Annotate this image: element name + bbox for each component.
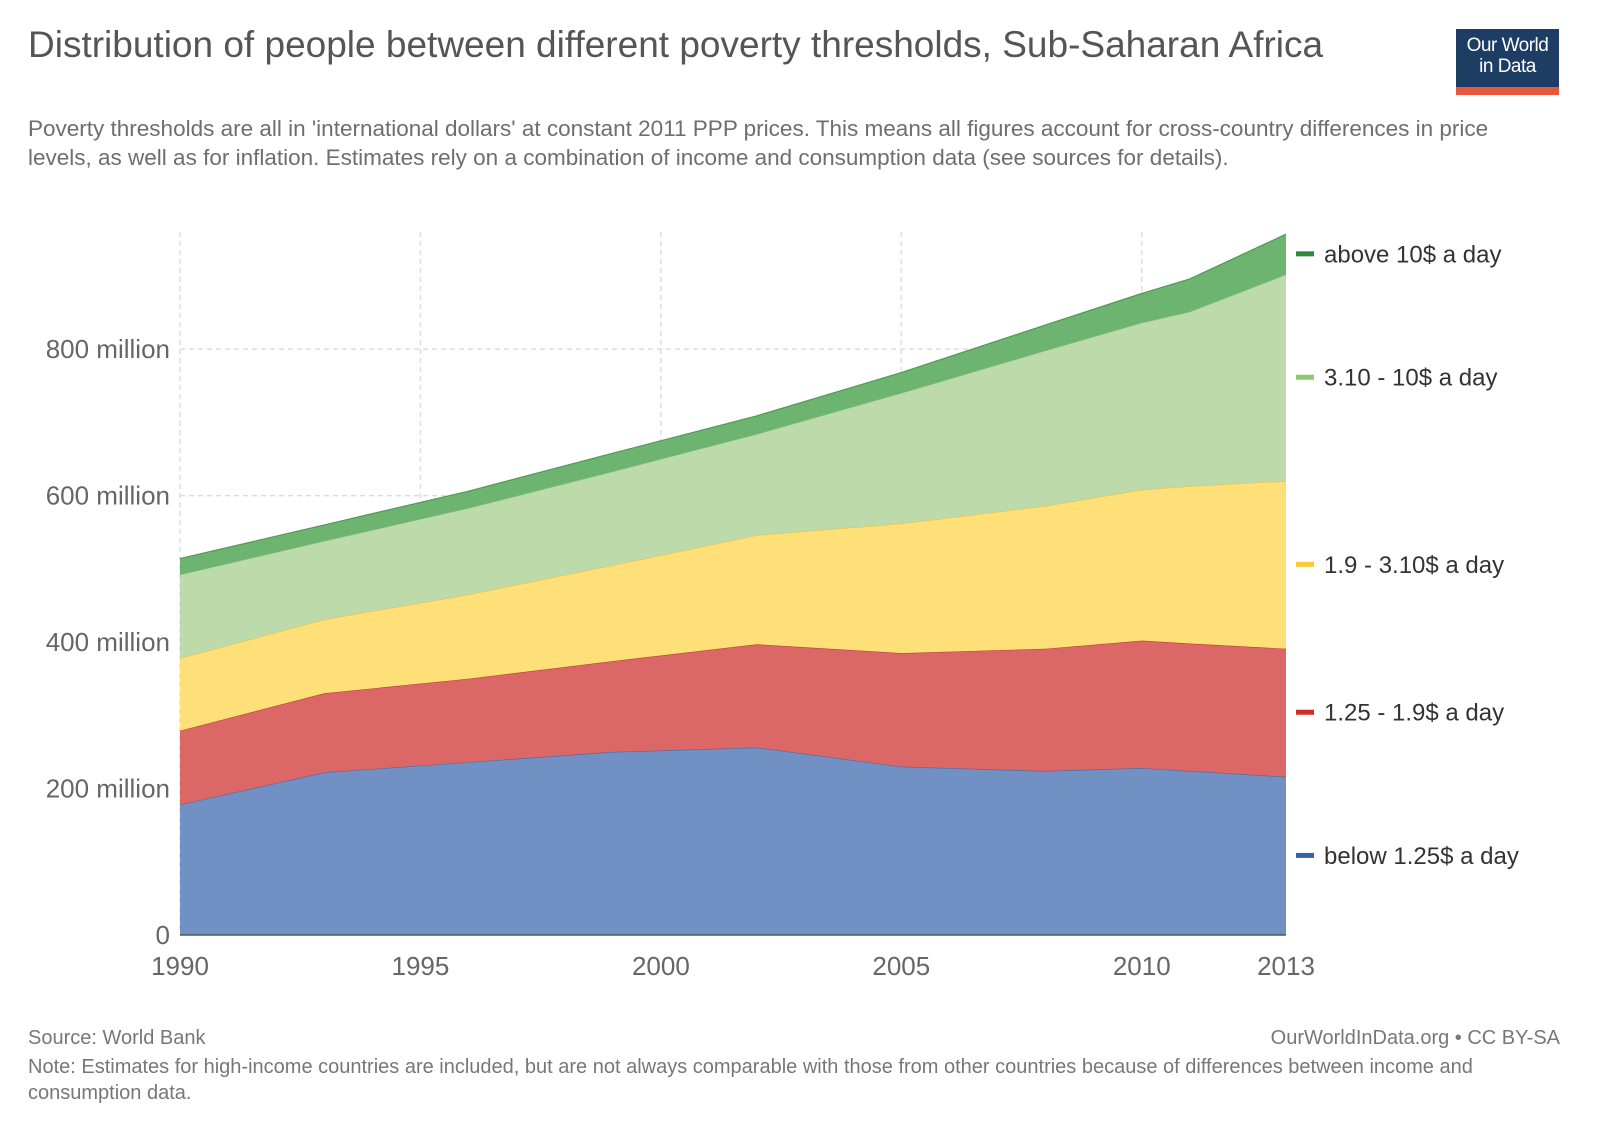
legend-label: 1.25 - 1.9$ a day (1324, 700, 1504, 727)
legend-label: 1.9 - 3.10$ a day (1324, 552, 1504, 579)
axis-layer: 0 200 million 400 million 600 million 800 mi… (46, 334, 1315, 981)
logo-line-2: in Data (1479, 56, 1536, 77)
area-series-0 (180, 747, 1286, 935)
area-edge-series-4 (179, 233, 1287, 560)
y-tick-label: 800 million (46, 334, 170, 364)
legend-swatch (1296, 709, 1314, 715)
legend-swatch (1296, 852, 1314, 858)
stacked-area-chart: 0 200 million 400 million 600 million 800 mi… (46, 232, 1519, 981)
source-text: Source: World Bank (28, 1027, 206, 1049)
chart-subtitle: Poverty thresholds are all in 'internati… (28, 116, 1489, 170)
x-tick-label: 1995 (392, 951, 450, 981)
legend-swatch (1296, 561, 1314, 567)
area-series-1 (180, 640, 1286, 805)
area-series-4 (180, 234, 1286, 575)
y-tick-label: 200 million (46, 774, 170, 804)
x-tick-label: 2010 (1113, 951, 1171, 981)
legend-swatch (1296, 374, 1314, 380)
legend-label: 3.10 - 10$ a day (1324, 365, 1497, 392)
owid-logo[interactable]: Our World in Data (1456, 29, 1559, 95)
area-layer (179, 233, 1287, 935)
y-tick-label: 600 million (46, 481, 170, 511)
logo-line-1: Our World (1466, 35, 1549, 56)
area-series-3 (180, 274, 1286, 659)
x-tick-label: 2013 (1257, 951, 1315, 981)
area-series-2 (180, 481, 1286, 731)
legend-layer: above 10$ a day 3.10 - 10$ a day 1.9 - 3.1… (1296, 241, 1519, 870)
x-tick-label: 2005 (872, 951, 930, 981)
y-tick-label: 400 million (46, 627, 170, 657)
y-tick-label: 0 (156, 920, 170, 950)
legend-swatch (1296, 251, 1314, 257)
x-tick-label: 1990 (151, 951, 209, 981)
x-tick-label: 2000 (632, 951, 690, 981)
legend-label: below 1.25$ a day (1324, 843, 1519, 870)
legend-label: above 10$ a day (1324, 241, 1501, 268)
credit-link[interactable]: OurWorldInData.org • CC BY-SA (1270, 1027, 1560, 1049)
logo-accent-bar (1456, 87, 1559, 95)
footnote: Note: Estimates for high-income countrie… (28, 1056, 1473, 1104)
chart-title: Distribution of people between different… (28, 24, 1324, 65)
